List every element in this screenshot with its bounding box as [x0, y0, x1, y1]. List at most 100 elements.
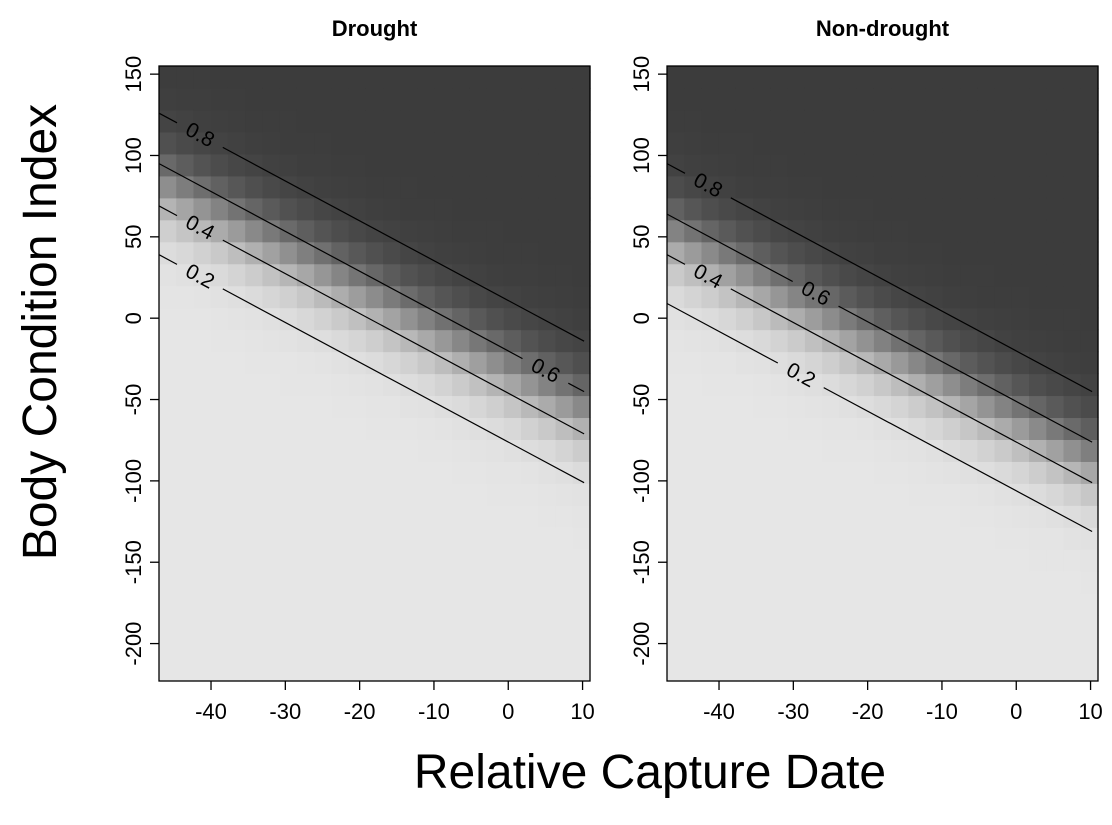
heatmap-cell: [1011, 593, 1030, 616]
heatmap-cell: [1046, 329, 1065, 353]
heatmap-cell: [908, 395, 927, 419]
heatmap-cell: [279, 505, 298, 528]
heatmap-cell: [262, 439, 281, 462]
y-tick-label: -50: [121, 384, 146, 416]
heatmap-cell: [521, 417, 539, 440]
heatmap-cell: [417, 571, 436, 594]
heatmap-cell: [452, 461, 470, 484]
x-tick-label: 10: [570, 699, 594, 724]
heatmap-cell: [960, 351, 978, 375]
heatmap-cell: [348, 483, 367, 506]
heatmap-cell: [452, 66, 470, 89]
heatmap-cell: [770, 593, 789, 616]
heatmap-cell: [469, 549, 488, 572]
heatmap-cell: [314, 571, 332, 594]
heatmap-cell: [667, 307, 685, 331]
heatmap-cell: [718, 395, 737, 419]
heatmap-cell: [503, 197, 522, 221]
heatmap-cell: [1011, 351, 1030, 375]
contour-line: [838, 305, 1093, 443]
heatmap-cell: [1029, 461, 1047, 484]
heatmap-cell: [245, 527, 264, 550]
heatmap-cell: [977, 351, 996, 375]
heatmap-cell: [314, 109, 332, 133]
heatmap-cell: [718, 175, 737, 199]
heatmap-cell: [503, 571, 522, 594]
heatmap-cell: [735, 505, 754, 528]
heatmap-cell: [891, 483, 909, 506]
heatmap-cell: [521, 307, 539, 331]
heatmap-cell: [296, 461, 315, 484]
heatmap-cell: [521, 175, 539, 199]
heatmap-cell: [296, 219, 315, 243]
heatmap-cell: [787, 439, 806, 462]
heatmap-cell: [718, 373, 737, 397]
heatmap-cell: [434, 263, 453, 287]
heatmap-cell: [227, 131, 246, 155]
heatmap-cell: [1029, 66, 1047, 89]
heatmap-cell: [210, 241, 229, 265]
heatmap-cell: [538, 439, 557, 462]
heatmap-cell: [279, 197, 298, 221]
heatmap-cell: [977, 461, 996, 484]
heatmap-cell: [469, 439, 488, 462]
heatmap-cell: [572, 549, 591, 572]
heatmap-cell: [701, 153, 720, 177]
heatmap-cell: [1080, 439, 1099, 462]
heatmap-cell: [538, 87, 557, 111]
heatmap-cell: [452, 373, 470, 397]
heatmap-cell: [417, 197, 436, 221]
heatmap-cell: [942, 131, 961, 155]
heatmap-cell: [538, 329, 557, 353]
heatmap-cell: [572, 131, 591, 155]
heatmap-cell: [383, 87, 401, 111]
heatmap-cell: [1080, 549, 1099, 572]
heatmap-cell: [977, 439, 996, 462]
heatmap-cell: [942, 527, 961, 550]
heatmap-cell: [701, 395, 720, 419]
heatmap-cell: [159, 241, 177, 265]
heatmap-cell: [701, 351, 720, 375]
heatmap-cell: [804, 87, 823, 111]
heatmap-cell: [1029, 417, 1047, 440]
heatmap-cell: [735, 637, 754, 660]
heatmap-cell: [176, 461, 195, 484]
heatmap-cell: [684, 439, 703, 462]
heatmap-cell: [839, 285, 858, 309]
heatmap-cell: [839, 87, 858, 111]
heatmap-cell: [735, 417, 754, 440]
heatmap-cell: [331, 439, 350, 462]
heatmap-cell: [521, 571, 539, 594]
heatmap-cell: [417, 461, 436, 484]
heatmap-cell: [417, 307, 436, 331]
heatmap-cell: [296, 351, 315, 375]
heatmap-cell: [856, 241, 875, 265]
heatmap-cell: [960, 241, 978, 265]
contour-line: [667, 254, 686, 265]
heatmap-cell: [486, 571, 505, 594]
heatmap-cell: [331, 285, 350, 309]
heatmap-cell: [452, 439, 470, 462]
heatmap-cell: [176, 197, 195, 221]
heatmap-cell: [770, 373, 789, 397]
heatmap-cell: [942, 373, 961, 397]
heatmap-cell: [856, 87, 875, 111]
heatmap-cell: [873, 66, 892, 89]
heatmap-cell: [839, 109, 858, 133]
heatmap-cell: [908, 439, 927, 462]
heatmap-cells: [159, 66, 591, 682]
heatmap-cell: [701, 373, 720, 397]
heatmap-cell: [262, 263, 281, 287]
heatmap-cell: [503, 417, 522, 440]
heatmap-cell: [770, 659, 789, 682]
contour-line: [159, 112, 178, 124]
heatmap-cell: [469, 87, 488, 111]
heatmap-cell: [1063, 285, 1082, 309]
heatmap-cell: [227, 549, 246, 572]
heatmap-cell: [572, 307, 591, 331]
heatmap-cell: [804, 109, 823, 133]
heatmap-cell: [994, 109, 1013, 133]
heatmap-cell: [210, 439, 229, 462]
heatmap-cell: [262, 351, 281, 375]
heatmap-cell: [1046, 417, 1065, 440]
